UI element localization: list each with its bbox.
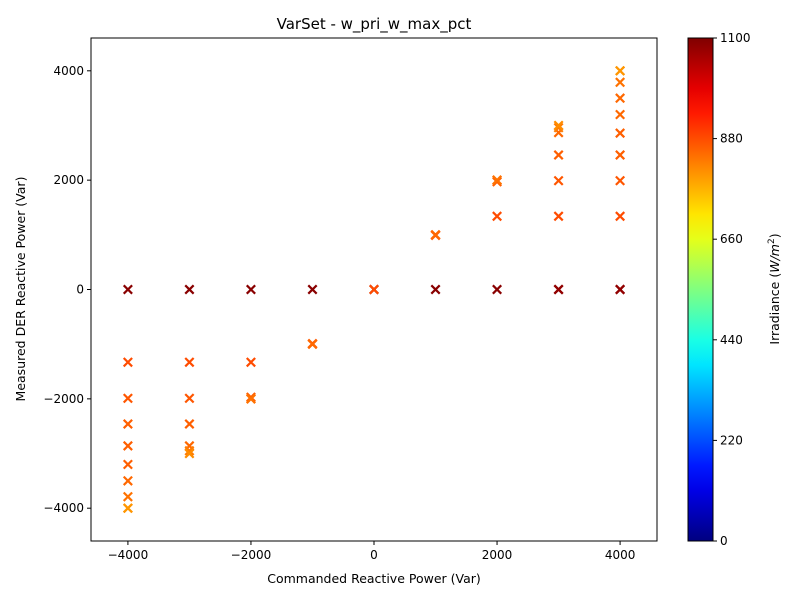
data-point: [553, 120, 564, 131]
data-point: [553, 150, 564, 160]
x-tick-label: 2000: [482, 548, 513, 562]
data-point: [122, 491, 133, 502]
data-point: [615, 77, 626, 88]
data-point: [122, 284, 133, 295]
data-point: [122, 440, 133, 451]
data-point: [615, 93, 626, 104]
data-point: [492, 176, 503, 187]
x-axis: −4000 −2000 0 2000 4000: [108, 541, 636, 562]
colorbar-label-unit: W/m: [767, 244, 782, 273]
data-point: [122, 503, 133, 514]
colorbar-tick-label: 1100: [720, 31, 751, 45]
colorbar-tick-label: 0: [720, 534, 728, 548]
data-point: [553, 211, 564, 222]
data-point: [245, 357, 256, 368]
data-point: [615, 175, 626, 186]
data-point: [184, 419, 195, 429]
data-point: [307, 284, 318, 295]
data-point: [122, 419, 133, 429]
data-point: [553, 284, 564, 295]
y-axis-label: Measured DER Reactive Power (Var): [13, 177, 28, 402]
data-point: [615, 65, 626, 76]
x-tick-label: −2000: [231, 548, 272, 562]
data-point: [369, 284, 379, 295]
data-point: [430, 284, 441, 295]
colorbar-label-sup: 2: [767, 238, 777, 244]
data-point: [615, 109, 626, 120]
y-axis: −4000 −2000 0 2000 4000: [43, 64, 91, 515]
data-point: [553, 175, 564, 186]
data-point: [245, 284, 256, 295]
x-axis-label: Commanded Reactive Power (Var): [267, 571, 481, 586]
colorbar-gradient: [687, 37, 714, 542]
y-tick-label: −2000: [43, 392, 84, 406]
data-point: [245, 392, 256, 403]
colorbar-tick-label: 880: [720, 132, 743, 146]
data-point: [307, 339, 318, 350]
colorbar-label-main: Irradiance (: [767, 273, 782, 345]
colorbar-tick-label: 220: [720, 433, 743, 447]
y-tick-label: 2000: [53, 173, 84, 187]
data-point: [492, 284, 503, 295]
colorbar: 0 220 440 660 880 1100: [687, 31, 751, 548]
data-point: [492, 211, 503, 222]
data-point: [615, 150, 626, 160]
data-point: [492, 175, 503, 186]
data-point: [122, 459, 133, 470]
x-tick-label: 4000: [605, 548, 636, 562]
data-point: [122, 475, 133, 486]
data-point: [184, 445, 195, 456]
y-tick-label: 4000: [53, 64, 84, 78]
chart-title: VarSet - w_pri_w_max_pct: [277, 15, 472, 34]
x-tick-label: −4000: [108, 548, 149, 562]
data-point: [184, 357, 195, 368]
data-point: [184, 284, 195, 295]
data-point: [615, 211, 626, 222]
colorbar-label-end: ): [767, 233, 782, 238]
data-point: [122, 357, 133, 368]
data-point: [122, 393, 133, 404]
x-tick-label: 0: [370, 548, 378, 562]
y-tick-label: 0: [76, 283, 84, 297]
data-point: [184, 448, 195, 459]
data-point: [553, 122, 564, 133]
data-point: [615, 128, 626, 139]
y-tick-label: −4000: [43, 501, 84, 515]
data-point: [615, 284, 626, 295]
data-point: [245, 393, 256, 404]
data-point: [184, 393, 195, 404]
colorbar-tick-label: 440: [720, 333, 743, 347]
data-points: [122, 65, 626, 514]
colorbar-tick-label: 660: [720, 232, 743, 246]
colorbar-label: Irradiance (W/m2): [767, 233, 782, 344]
data-point: [430, 229, 441, 240]
